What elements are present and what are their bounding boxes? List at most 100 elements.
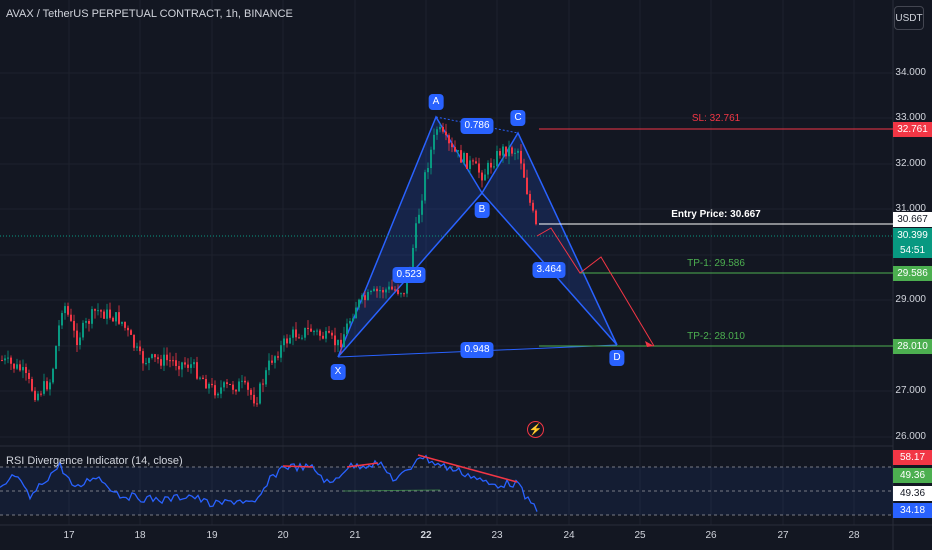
candle-body xyxy=(406,280,408,294)
symbol-title[interactable]: AVAX / TetherUS PERPETUAL CONTRACT, 1h, … xyxy=(6,8,293,20)
candle-body xyxy=(37,393,39,401)
candle-body xyxy=(265,370,267,385)
candle-body xyxy=(133,334,135,348)
candle-body xyxy=(220,387,222,394)
projection-path xyxy=(536,227,655,347)
date-axis-label: 23 xyxy=(491,530,503,541)
candle-body xyxy=(253,394,255,404)
candle-body xyxy=(166,354,168,361)
date-axis-label: 22 xyxy=(420,530,432,541)
date-axis-label: 19 xyxy=(206,530,218,541)
candle-body xyxy=(523,163,525,178)
candle-body xyxy=(169,360,171,362)
candle-body xyxy=(163,354,165,366)
candle-body xyxy=(274,356,276,363)
candle-body xyxy=(244,380,246,383)
ratio-label-xd[interactable]: 0.948 xyxy=(460,342,494,358)
currency-button[interactable]: USDT xyxy=(894,6,924,30)
candle-body xyxy=(205,379,207,389)
pattern-point-c[interactable]: C xyxy=(510,110,526,126)
candle-body xyxy=(16,364,18,369)
candle-body xyxy=(388,286,390,290)
rsi-indicator-title[interactable]: RSI Divergence Indicator (14, close) xyxy=(6,455,183,467)
candle-body xyxy=(295,329,297,338)
candle-body xyxy=(262,383,264,385)
date-axis-label: 21 xyxy=(349,530,361,541)
candle-body xyxy=(484,174,486,181)
lightning-icon[interactable]: ⚡ xyxy=(527,421,544,438)
sl-price-tag: 32.761 xyxy=(893,122,932,137)
rsi-tag-mid-white: 49.36 xyxy=(893,486,932,501)
candle-body xyxy=(103,311,105,319)
pattern-bcd[interactable] xyxy=(481,131,618,346)
pattern-point-d[interactable]: D xyxy=(609,350,625,366)
candle-body xyxy=(238,381,240,392)
rsi-line xyxy=(0,454,538,512)
candle-body xyxy=(490,162,492,168)
candle-body xyxy=(328,331,330,333)
candle-body xyxy=(43,381,45,394)
candle-body xyxy=(280,345,282,358)
candle-body xyxy=(235,389,237,392)
candle-body xyxy=(391,286,393,290)
candle-body xyxy=(127,327,129,331)
candle-body xyxy=(448,135,450,144)
candle-body xyxy=(322,335,324,339)
pattern-point-a[interactable]: A xyxy=(428,94,444,110)
candle-body xyxy=(271,360,273,363)
ratio-label-ac[interactable]: 0.523 xyxy=(392,267,426,283)
date-axis-label: 24 xyxy=(563,530,575,541)
candle-body xyxy=(493,166,495,168)
candle-body xyxy=(424,172,426,201)
candle-body xyxy=(358,299,360,308)
candle-body xyxy=(181,362,183,370)
candle-body xyxy=(499,151,501,156)
pattern-point-x[interactable]: X xyxy=(330,364,346,380)
candle-body xyxy=(334,335,336,346)
candle-body xyxy=(91,309,93,324)
candle-body xyxy=(331,332,333,336)
candle-body xyxy=(211,383,213,386)
candle-body xyxy=(202,377,204,380)
candle-body xyxy=(187,364,189,368)
candle-body xyxy=(247,382,249,390)
candle-body xyxy=(298,337,300,339)
candle-body xyxy=(241,380,243,382)
candle-body xyxy=(64,306,66,314)
price-axis-label: 32.000 xyxy=(895,158,926,169)
date-axis-label: 20 xyxy=(277,530,289,541)
candle-body xyxy=(526,177,528,195)
candle-body xyxy=(364,295,366,301)
candle-body xyxy=(283,338,285,346)
candle-body xyxy=(31,378,33,391)
candle-body xyxy=(112,317,114,322)
price-axis-label: 27.000 xyxy=(895,385,926,396)
sl-label: SL: 32.761 xyxy=(691,113,741,124)
candle-body xyxy=(148,358,150,364)
candle-body xyxy=(19,364,21,371)
candle-body xyxy=(460,150,462,163)
candle-body xyxy=(301,337,303,339)
rsi-tag-mid-green: 49.36 xyxy=(893,468,932,483)
candle-body xyxy=(7,357,9,359)
candle-body xyxy=(421,200,423,215)
candle-body xyxy=(427,168,429,173)
candle-body xyxy=(214,385,216,396)
candle-body xyxy=(208,383,210,389)
pattern-point-b[interactable]: B xyxy=(474,202,490,218)
candle-body xyxy=(475,161,477,164)
candle-body xyxy=(184,362,186,365)
candle-body xyxy=(109,309,111,318)
ratio-label-xb[interactable]: 0.786 xyxy=(460,118,494,134)
ratio-label-bd[interactable]: 3.464 xyxy=(532,262,566,278)
candle-body xyxy=(223,382,225,388)
candle-body xyxy=(46,381,48,390)
candle-body xyxy=(346,323,348,335)
candle-body xyxy=(451,143,453,148)
candle-body xyxy=(25,367,27,374)
candle-body xyxy=(73,320,75,331)
candle-body xyxy=(463,153,465,163)
candle-body xyxy=(178,366,180,370)
candle-body xyxy=(196,362,198,379)
